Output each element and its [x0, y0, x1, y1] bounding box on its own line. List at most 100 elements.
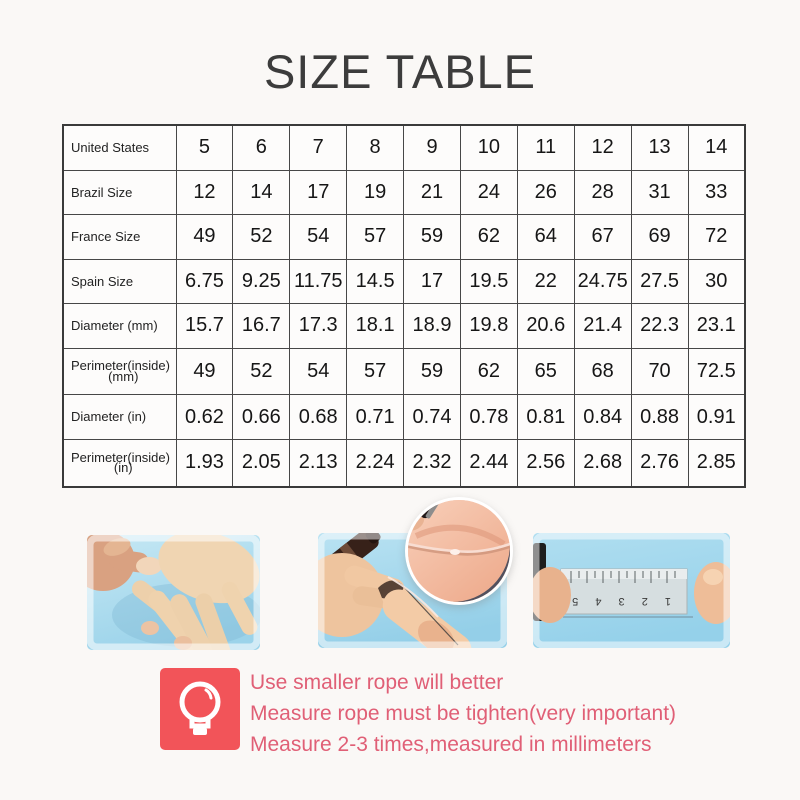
size-value-cell: 57 [346, 347, 405, 396]
size-value-cell: 2.85 [687, 438, 746, 488]
size-value-cell: 2.56 [516, 438, 575, 488]
size-value-cell: 20.6 [516, 303, 575, 349]
row-label: France Size [62, 214, 177, 260]
row-label: Perimeter(inside) (mm) [62, 347, 177, 396]
size-value-cell: 17 [403, 258, 461, 305]
lightbulb-icon [179, 681, 221, 735]
size-table-body: United States 5 6 7 8 9 10 11 12 13 14 Brazil Size 1… [62, 124, 746, 488]
row-label: Diameter (mm) [62, 303, 177, 349]
tip-badge [160, 668, 240, 750]
size-value-cell: 2.76 [630, 438, 689, 488]
row-label: Diameter (in) [62, 394, 177, 440]
size-value-cell: 2.44 [459, 438, 518, 488]
size-value-cell: 8 [346, 124, 405, 171]
size-value-cell: 0.62 [175, 394, 234, 440]
size-value-cell: 33 [687, 169, 746, 216]
row-label: Spain Size [62, 258, 177, 305]
size-value-cell: 6 [232, 124, 291, 171]
size-value-cell: 62 [459, 347, 518, 396]
ruler-measure-photo: 1 2 3 4 5 6 7 [533, 533, 730, 648]
string-knot-closeup-art [408, 500, 510, 602]
size-value-cell: 5 [175, 124, 234, 171]
tip-line: Measure 2-3 times,measured in millimeter… [250, 733, 652, 756]
tip-line: Measure rope must be tighten(very import… [250, 702, 677, 725]
size-value-cell: 9.25 [232, 258, 291, 305]
size-value-cell: 14 [687, 124, 746, 171]
size-value-cell: 14.5 [346, 258, 405, 305]
size-value-cell: 27.5 [630, 258, 689, 305]
size-value-cell: 0.74 [403, 394, 461, 440]
size-value-cell: 11 [516, 124, 575, 171]
size-value-cell: 19.5 [459, 258, 518, 305]
size-value-cell: 19 [346, 169, 405, 216]
table-row: Diameter (in) 0.62 0.66 0.68 0.71 0.74 0.78 0.8… [62, 394, 746, 440]
table-row: Perimeter(inside) (mm) 49 52 54 57 59 62 65 68 70 7… [62, 347, 746, 396]
size-value-cell: 9 [403, 124, 461, 171]
size-value-cell: 2.24 [346, 438, 405, 488]
size-value-cell: 19.8 [459, 303, 518, 349]
size-value-cell: 23.1 [687, 303, 746, 349]
size-value-cell: 54 [289, 214, 348, 260]
size-value-cell: 0.88 [630, 394, 689, 440]
size-value-cell: 0.66 [232, 394, 291, 440]
size-value-cell: 17 [289, 169, 348, 216]
size-value-cell: 0.68 [289, 394, 348, 440]
size-value-cell: 2.05 [232, 438, 291, 488]
size-value-cell: 0.91 [687, 394, 746, 440]
size-value-cell: 49 [175, 214, 234, 260]
tip-line: Use smaller rope will better [250, 671, 504, 694]
size-value-cell: 12 [175, 169, 234, 216]
size-value-cell: 14 [232, 169, 291, 216]
size-value-cell: 0.71 [346, 394, 405, 440]
size-value-cell: 68 [573, 347, 632, 396]
size-value-cell: 59 [403, 214, 461, 260]
size-value-cell: 49 [175, 347, 234, 396]
size-value-cell: 69 [630, 214, 689, 260]
size-value-cell: 17.3 [289, 303, 348, 349]
string-line [403, 586, 459, 646]
size-value-cell: 70 [630, 347, 689, 396]
row-label: Perimeter(inside) (in) [62, 438, 177, 488]
size-value-cell: 0.81 [516, 394, 575, 440]
size-value-cell: 72.5 [687, 347, 746, 396]
size-value-cell: 2.32 [403, 438, 461, 488]
ruler-measure-photo-art: 1 2 3 4 5 6 7 [533, 533, 730, 648]
size-value-cell: 2.13 [289, 438, 348, 488]
size-value-cell: 65 [516, 347, 575, 396]
fist-hand-shape [87, 535, 162, 591]
size-value-cell: 59 [403, 347, 461, 396]
size-value-cell: 72 [687, 214, 746, 260]
size-value-cell: 7 [289, 124, 348, 171]
tip-text-block: Use smaller rope will better Measure rop… [250, 667, 720, 760]
table-row: Spain Size 6.75 9.25 11.75 14.5 17 19.5 22 24.75… [62, 258, 746, 305]
size-value-cell: 18.9 [403, 303, 461, 349]
row-sublabel: (mm) [108, 368, 139, 384]
size-value-cell: 26 [516, 169, 575, 216]
size-value-cell: 16.7 [232, 303, 291, 349]
size-value-cell: 24.75 [573, 258, 632, 305]
open-hand-photo-art [87, 535, 260, 650]
size-value-cell: 52 [232, 214, 291, 260]
table-row: Brazil Size 12 14 17 19 21 24 26 28 31 33 [62, 169, 746, 216]
open-hand-photo [87, 535, 260, 650]
size-value-cell: 0.78 [459, 394, 518, 440]
size-value-cell: 22.3 [630, 303, 689, 349]
string-knot-closeup-photo [405, 497, 513, 605]
size-value-cell: 57 [346, 214, 405, 260]
size-value-cell: 67 [573, 214, 632, 260]
size-value-cell: 0.84 [573, 394, 632, 440]
size-value-cell: 28 [573, 169, 632, 216]
page-title: SIZE TABLE [263, 45, 537, 98]
size-value-cell: 15.7 [175, 303, 234, 349]
table-row: Diameter (mm) 15.7 16.7 17.3 18.1 18.9 19.8 20.… [62, 303, 746, 349]
size-value-cell: 2.68 [573, 438, 632, 488]
size-value-cell: 52 [232, 347, 291, 396]
size-value-cell: 24 [459, 169, 518, 216]
size-value-cell: 11.75 [289, 258, 348, 305]
size-value-cell: 64 [516, 214, 575, 260]
size-value-cell: 21.4 [573, 303, 632, 349]
string-knot [450, 549, 460, 555]
row-label: Brazil Size [62, 169, 177, 216]
size-value-cell: 13 [630, 124, 689, 171]
size-value-cell: 30 [687, 258, 746, 305]
